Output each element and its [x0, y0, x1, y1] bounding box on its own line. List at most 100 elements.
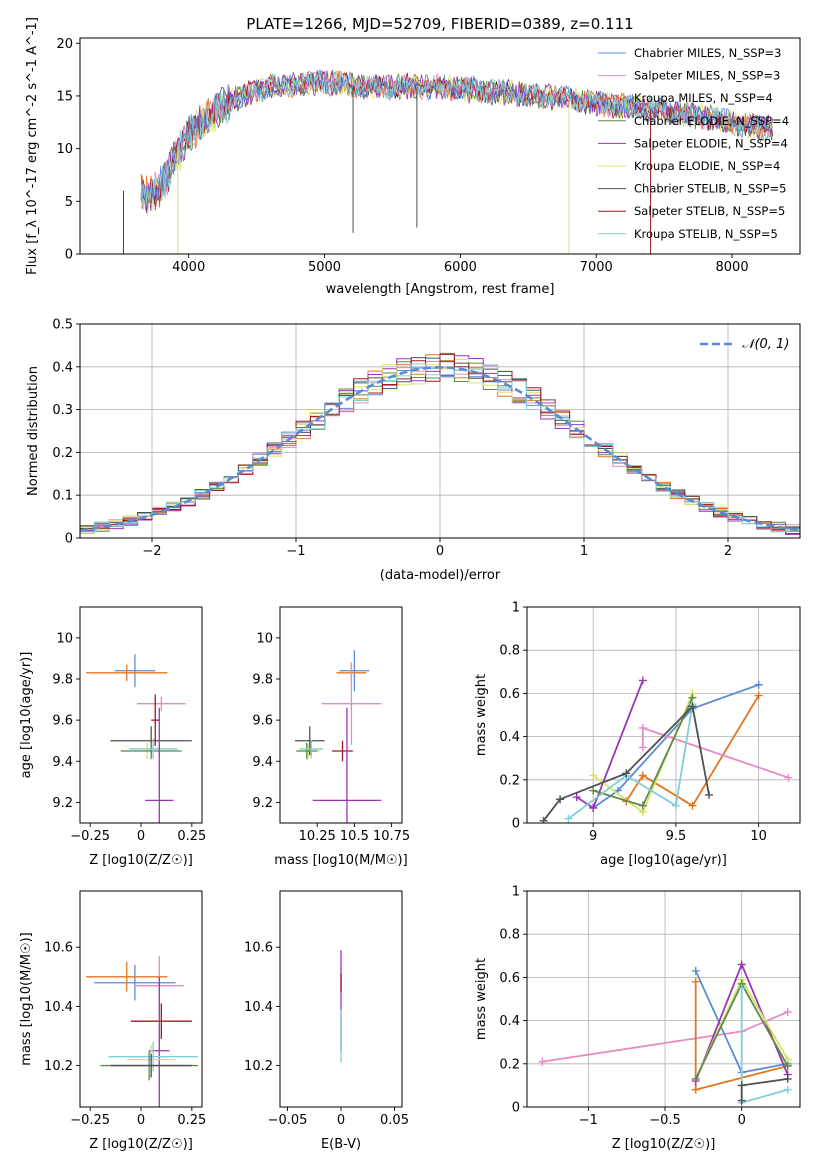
- y-tick-label: 9.8: [252, 673, 273, 688]
- mass-weight-series-line: [592, 683, 759, 809]
- y-tick-label: 9.4: [52, 755, 73, 770]
- x-tick-label: 5000: [308, 260, 341, 275]
- gaussian-reference-curve: [80, 365, 800, 532]
- x-axis-label: mass [log10(M/M☉)]: [274, 853, 407, 868]
- y-tick-label: 0.4: [499, 1014, 520, 1029]
- x-tick-label: −1: [286, 544, 305, 559]
- errorbar-point: [108, 1041, 198, 1072]
- mass-weight-marker: [589, 786, 598, 795]
- x-tick-label: −0.05: [268, 1113, 308, 1128]
- x-tick-label: 0: [738, 1113, 746, 1128]
- plot-frame: [526, 890, 801, 1108]
- x-tick-label: 0: [337, 1113, 345, 1128]
- y-tick-label: 0.8: [499, 644, 520, 659]
- legend-entry-label: Kroupa MILES, N_SSP=4: [634, 91, 773, 105]
- plot-frame: [79, 323, 801, 539]
- mass-vs-Z-panel: −0.25 0 0.25 10.2 10.4 10.6 Z [log10(Z/Z☉)] mas…: [19, 890, 206, 1152]
- age-vs-Z-panel: −0.25 0 0.25 9.2 9.4 9.6 9.8 10 Z [log10(Z/Z☉)] a…: [19, 606, 206, 868]
- spectrum-legend: Chabrier MILES, N_SSP=3 Salpeter MILES, N…: [598, 46, 789, 241]
- mass-weight-marker: [691, 977, 700, 986]
- x-axis-label: E(B-V): [321, 1137, 361, 1152]
- y-tick-label: 9.2: [52, 796, 73, 811]
- x-tick-label: 9.5: [666, 829, 687, 844]
- x-tick-label: 0: [137, 829, 145, 844]
- legend-entry-label: Salpeter STELIB, N_SSP=5: [634, 204, 785, 218]
- plot-frame: [79, 606, 203, 824]
- mass-weight-marker: [784, 773, 793, 782]
- mass-weight-marker: [754, 691, 763, 700]
- y-axis-label: mass [log10(M/M☉)]: [19, 932, 34, 1065]
- mass-weight-marker: [671, 801, 680, 810]
- y-tick-label: 0.2: [52, 446, 73, 461]
- x-tick-label: 6000: [444, 260, 477, 275]
- errorbar-point: [128, 738, 178, 760]
- plot-frame: [279, 890, 403, 1108]
- y-tick-label: 10.4: [244, 1000, 273, 1015]
- mass-weight-marker: [691, 1074, 700, 1083]
- legend-entry-label: Salpeter ELODIE, N_SSP=4: [634, 136, 788, 150]
- x-tick-label: 0.05: [380, 1113, 409, 1128]
- mass-weight-marker: [589, 803, 598, 812]
- y-tick-label: 9.8: [52, 673, 73, 688]
- x-tick-label: 9: [589, 829, 597, 844]
- y-tick-label: 9.6: [252, 714, 273, 729]
- y-tick-label: 0.4: [52, 360, 73, 375]
- mass-weight-series-line: [740, 1078, 788, 1101]
- x-tick-label: 0.25: [177, 1113, 206, 1128]
- legend-entry-label: Chabrier STELIB, N_SSP=5: [634, 182, 786, 196]
- y-axis-label: Flux [f_λ 10^-17 erg cm^-2 s^-1 A^-1]: [25, 17, 40, 275]
- mass-weight-series-line: [740, 988, 788, 1104]
- y-tick-label: 0.3: [52, 403, 73, 418]
- plot-area: [86, 956, 198, 1107]
- mass-weight-marker: [638, 771, 647, 780]
- y-tick-label: 0.2: [499, 773, 520, 788]
- mass-weight-marker: [737, 960, 746, 969]
- y-tick-label: 0: [65, 248, 73, 263]
- y-tick-label: 10.6: [244, 941, 273, 956]
- mass-weight-marker: [539, 816, 548, 823]
- y-tick-label: 0: [512, 1101, 520, 1116]
- x-tick-label: 0: [137, 1113, 145, 1128]
- errorbar-point: [120, 742, 182, 760]
- y-tick-label: 0.8: [499, 928, 520, 943]
- y-tick-label: 9.4: [252, 755, 273, 770]
- x-tick-label: −0.25: [70, 829, 110, 844]
- x-tick-label: 0: [436, 544, 444, 559]
- x-tick-label: 10.5: [340, 829, 369, 844]
- plot-frame: [79, 37, 801, 255]
- mass-weight-marker: [622, 769, 631, 778]
- y-tick-label: 10: [256, 631, 273, 646]
- mass-vs-ebv-panel: −0.05 0 0.05 10.2 10.4 10.6 E(B-V): [244, 890, 409, 1152]
- errorbar-point: [294, 726, 325, 756]
- errorbar-point: [145, 707, 174, 823]
- y-tick-label: 15: [56, 89, 73, 104]
- y-axis-label: Normed distribution: [26, 366, 41, 496]
- x-tick-label: 10.25: [299, 829, 336, 844]
- x-axis-label: age [log10(age/yr)]: [600, 853, 727, 868]
- x-tick-label: 10.75: [373, 829, 410, 844]
- legend-entry-label: Kroupa STELIB, N_SSP=5: [634, 227, 778, 241]
- x-tick-label: 10: [750, 829, 767, 844]
- mass-weight-marker: [691, 1085, 700, 1094]
- mass-weight-marker: [556, 795, 565, 804]
- y-axis-label: mass weight: [474, 958, 489, 1040]
- x-axis-label: Z [log10(Z/Z☉)]: [89, 1137, 193, 1152]
- x-tick-label: −0.25: [70, 1113, 110, 1128]
- mass-weight-marker: [638, 723, 647, 732]
- x-axis-label: Z [log10(Z/Z☉)]: [612, 1137, 716, 1152]
- x-tick-label: 4000: [172, 260, 205, 275]
- errorbar-point: [321, 662, 382, 745]
- mass-weight-marker: [737, 1096, 746, 1105]
- mass-weight-marker: [783, 1085, 792, 1094]
- mass-weight-marker: [638, 676, 647, 685]
- x-tick-label: −0.5: [649, 1113, 681, 1128]
- y-tick-label: 5: [65, 195, 73, 210]
- plot-frame: [279, 606, 403, 824]
- x-tick-label: −1: [579, 1113, 598, 1128]
- y-tick-label: 1: [512, 601, 520, 616]
- residuals-legend: 𝒩(0, 1): [700, 337, 789, 352]
- y-tick-label: 0.5: [52, 318, 73, 333]
- x-axis-label: Z [log10(Z/Z☉)]: [89, 853, 193, 868]
- y-tick-label: 0.1: [52, 489, 73, 504]
